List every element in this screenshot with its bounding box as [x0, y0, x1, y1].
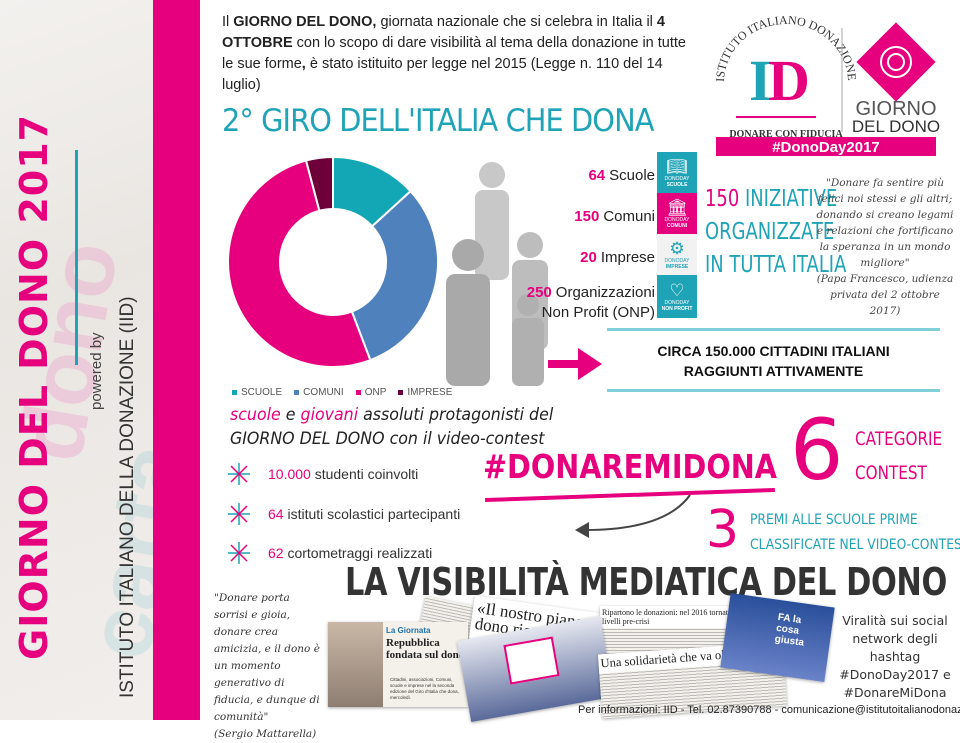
legend-item: IMPRESE: [398, 387, 452, 398]
social-virality-text: Viralità sui social network degli hashta…: [839, 613, 951, 700]
town-hall-icon: 🏛︎: [666, 197, 688, 217]
svg-text:DONARE CON FIDUCIA: DONARE CON FIDUCIA: [729, 129, 843, 140]
categories-label: CATEGORIE CONTEST: [855, 428, 943, 484]
legend-label: SCUOLE: [241, 387, 283, 398]
media-title: LA VISIBILITÀ MEDIATICA DEL DONO: [345, 560, 947, 604]
legend-swatch: [398, 389, 404, 395]
photo: [328, 622, 383, 707]
citizens-box: CIRCA 150.000 CITTADINI ITALIANI RAGGIUNT…: [607, 328, 940, 392]
youth-heading: scuole e giovani assoluti protagonisti d…: [230, 405, 554, 449]
powered-by-label: powered by: [88, 332, 105, 410]
legend-swatch: [232, 389, 237, 395]
bullet-item: 10.000 studenti coinvolti: [228, 463, 418, 485]
prizes-label: PREMI ALLE SCUOLE PRIME CLASSIFICATE NEL …: [750, 512, 960, 553]
heart-icon: ♡: [669, 280, 685, 300]
category-icons: 📖︎ DONODAY SCUOLE 🏛︎ DONODAY COMUNI ⚙ DONODAY…: [657, 152, 697, 318]
stat-scuole: 64 Scuole: [588, 167, 655, 184]
footer-contact: Per informazioni: IID - Tel. 02.87390788…: [578, 704, 960, 716]
arrow-right-icon: [548, 348, 602, 380]
book-icon: 📖︎: [666, 156, 688, 176]
category-tile-nonprofit: ♡ DONODAY NON PROFIT: [657, 275, 697, 318]
asterisk-icon: [228, 503, 250, 525]
donut-slice-comuni: [350, 189, 439, 362]
legend-swatch: [294, 389, 300, 395]
chart-legend: SCUOLE COMUNI ONP IMPRESE: [232, 387, 452, 398]
pink-stripe: [153, 0, 200, 720]
stat-onp: 250 Organizzazioni Non Profit (ONP): [526, 284, 655, 321]
institute-name: ISTITUTO ITALIANO DELLA DONAZIONE (IID): [117, 296, 138, 698]
gears-icon: ⚙: [669, 238, 685, 258]
id-logo-stage: [503, 636, 560, 685]
iid-logo: ISTITUTO ITALIANO DONAZIONE I D DONARE C…: [713, 13, 940, 156]
people-silhouettes-icon: [446, 162, 548, 386]
initiatives-text: 150 INIZIATIVE ORGANIZZATE IN TUTTA ITALIA: [705, 186, 847, 278]
logo-box: ISTITUTO ITALIANO DONAZIONE I D DONARE C…: [706, 10, 950, 156]
hashtag-badge: #DonoDay2017: [772, 139, 880, 156]
stat-comuni: 150 Comuni: [574, 208, 655, 225]
svg-text:GIORNO: GIORNO: [855, 98, 936, 120]
svg-text:D: D: [768, 48, 810, 113]
category-tile-imprese: ⚙ DONODAY IMPRESE: [657, 234, 697, 275]
legend-label: ONP: [364, 387, 387, 398]
legend-swatch: [355, 389, 361, 395]
asterisk-icon: [228, 463, 250, 485]
donut-slice-imprese: [304, 155, 334, 212]
category-tile-scuole: 📖︎ DONODAY SCUOLE: [657, 152, 697, 193]
stats-list: 64 Scuole 150 Comuni 20 Imprese 250 Organizz…: [495, 155, 655, 328]
monogram: I: [749, 48, 772, 113]
legend-label: COMUNI: [303, 387, 344, 398]
legend-item: COMUNI: [294, 387, 344, 398]
mattarella-quote: "Donare porta sorrisi e gioia, donare cr…: [214, 592, 320, 740]
bullet-item: 64 istituti scolastici partecipanti: [228, 503, 460, 525]
categories-number: 6: [790, 401, 844, 499]
press-clipping: La Giornata Repubblica fondata sul dono …: [328, 622, 468, 707]
legend-item: SCUOLE: [232, 387, 282, 398]
background-watermark: carta: [69, 436, 153, 667]
legend-label: IMPRESE: [407, 387, 453, 398]
side-title: GIORNO DEL DONO 2017: [12, 113, 56, 660]
contest-hashtag: #DONAREMIDONA: [483, 447, 778, 486]
divider: [75, 150, 78, 365]
stat-imprese: 20 Imprese: [580, 249, 655, 266]
bullet-item: 62 cortometraggi realizzati: [228, 542, 432, 564]
gift-diamond-icon: [856, 22, 936, 102]
curved-arrow-icon: [575, 494, 691, 538]
asterisk-icon: [228, 542, 250, 564]
pope-quote: "Donare fa sentire più felici noi stessi…: [816, 177, 954, 317]
prizes-number: 3: [706, 500, 740, 560]
category-tile-comuni: 🏛︎ DONODAY COMUNI: [657, 193, 697, 234]
tv-screenshot: FA la cosa giusta: [720, 593, 835, 682]
legend-item: ONP: [355, 387, 387, 398]
svg-text:DEL DONO: DEL DONO: [852, 117, 940, 136]
donut-slice-onp: [227, 159, 372, 368]
intro-paragraph: Il GIORNO DEL DONO, giornata nazionale c…: [222, 14, 686, 93]
page-title: 2° GIRO DELL'ITALIA CHE DONA: [222, 103, 654, 139]
donut-chart: [227, 155, 439, 368]
